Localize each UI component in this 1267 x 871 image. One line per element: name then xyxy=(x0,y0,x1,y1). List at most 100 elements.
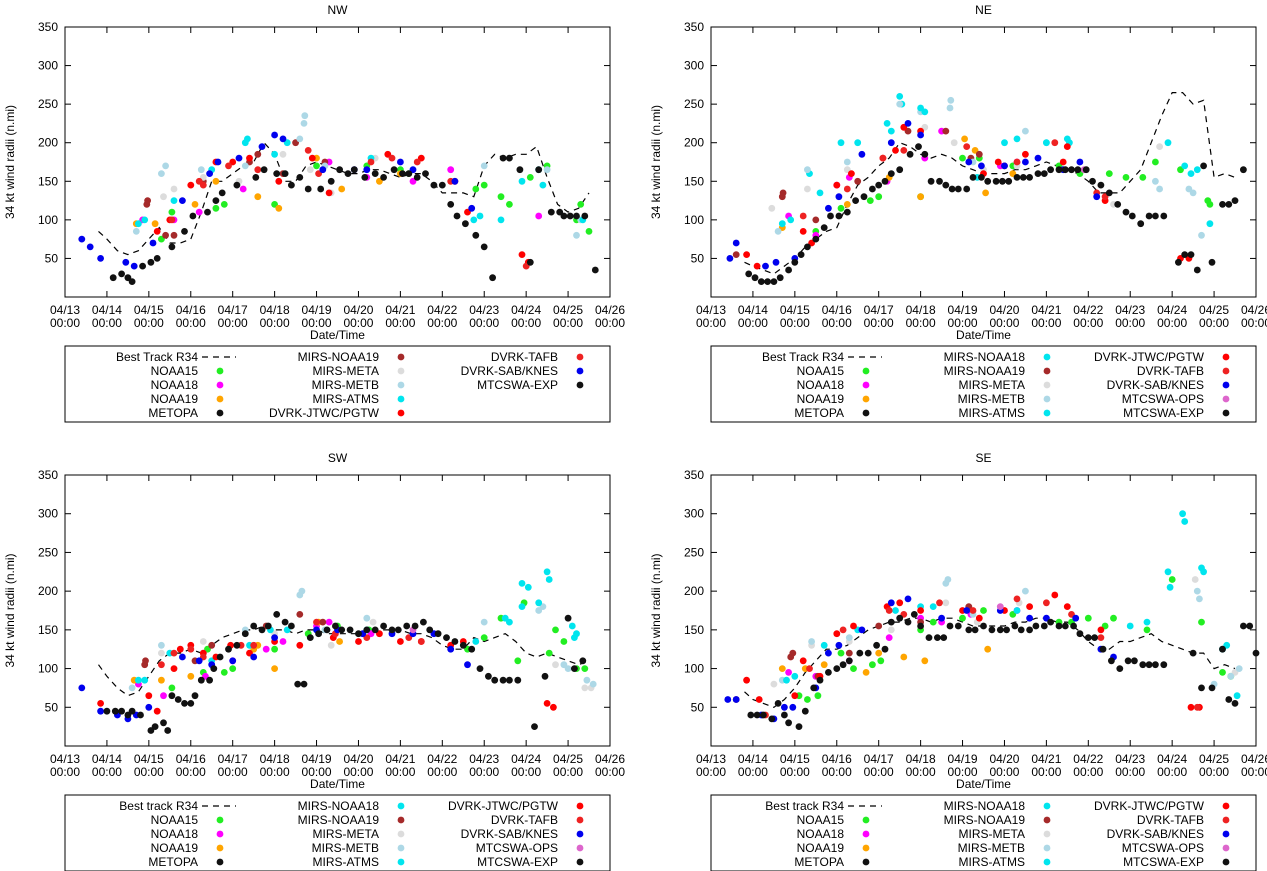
point-dvrk-jtwc-pgtw xyxy=(153,707,161,715)
point-metopa xyxy=(948,185,956,193)
y-tick-label: 50 xyxy=(691,251,705,265)
point-mirs-metb xyxy=(947,96,955,104)
legend-label: NOAA19 xyxy=(797,841,845,855)
point-metopa xyxy=(1084,634,1092,641)
point-metopa xyxy=(1089,177,1096,185)
point-dvrk-jtwc-pgtw xyxy=(550,703,557,711)
legend-label: MIRS-META xyxy=(313,364,379,378)
point-noaa19 xyxy=(275,204,283,212)
point-mirs-metb xyxy=(1198,231,1205,239)
point-noaa15 xyxy=(869,661,876,669)
point-metopa xyxy=(422,170,429,178)
point-dvrk-jtwc-pgtw xyxy=(543,700,551,707)
point-metopa xyxy=(881,177,889,185)
point-noaa18 xyxy=(195,208,203,216)
x-tick-label-time: 00:00 xyxy=(343,765,373,779)
legend-label: NOAA19 xyxy=(151,392,199,406)
point-metopa xyxy=(476,665,484,672)
legend-label: MTCSWA-EXP xyxy=(1123,406,1204,420)
point-dvrk-sab-knes xyxy=(451,177,459,185)
point-metopa xyxy=(833,665,841,672)
point-mirs-metb xyxy=(1193,587,1201,595)
point-metopa xyxy=(852,197,859,205)
point-noaa18 xyxy=(262,645,270,653)
x-tick-label-date: 04/19 xyxy=(948,303,978,317)
point-mirs-metb xyxy=(1227,672,1235,680)
point-mirs-noaa19 xyxy=(812,216,820,224)
x-tick-label-time: 00:00 xyxy=(780,765,810,779)
point-metopa xyxy=(181,700,188,707)
point-metopa xyxy=(151,723,159,730)
point-noaa19 xyxy=(336,638,343,645)
point-noaa15 xyxy=(1206,201,1214,208)
point-metopa xyxy=(1200,162,1207,170)
point-mirs-noaa18 xyxy=(524,583,532,591)
x-tick-label-date: 04/17 xyxy=(218,752,248,766)
point-metopa xyxy=(839,661,847,669)
point-dvrk-sab-knes xyxy=(1022,158,1029,166)
point-metopa xyxy=(438,181,446,189)
point-dvrk-sab-knes xyxy=(938,614,945,622)
chart-title: NW xyxy=(328,3,349,17)
point-metopa xyxy=(906,150,914,158)
point-mirs-atms xyxy=(787,216,795,224)
legend-marker xyxy=(1043,816,1051,824)
x-tick-label-date: 04/20 xyxy=(343,752,373,766)
legend-marker xyxy=(397,381,405,389)
point-mirs-atms xyxy=(470,216,478,224)
point-metopa xyxy=(1131,657,1138,665)
y-tick-label: 250 xyxy=(684,97,704,111)
point-metopa xyxy=(934,634,941,641)
point-dvrk-sab-knes xyxy=(319,166,327,174)
point-mirs-noaa19 xyxy=(319,618,327,626)
point-metopa xyxy=(128,278,136,285)
point-dvrk-jtwc-pgtw xyxy=(275,177,283,185)
point-metopa xyxy=(304,185,312,193)
legend-label: MIRS-META xyxy=(959,378,1025,392)
x-tick-label-date: 04/14 xyxy=(92,303,122,317)
x-tick-label-date: 04/23 xyxy=(1115,752,1145,766)
point-dvrk-jtwc-pgtw xyxy=(1026,603,1033,610)
point-metopa xyxy=(317,185,325,193)
point-mirs-meta xyxy=(306,166,314,174)
legend-label: MIRS-METB xyxy=(958,392,1025,406)
point-mirs-atms xyxy=(568,622,576,630)
legend-label: MIRS-ATMS xyxy=(313,855,379,869)
point-dvrk-tafb xyxy=(367,158,375,166)
best-track-line xyxy=(98,625,590,697)
legend-label: DVRK-SAB/KNES xyxy=(1107,378,1204,392)
point-mirs-metb xyxy=(804,166,811,174)
point-metopa xyxy=(827,212,834,220)
point-metopa xyxy=(1013,174,1021,181)
point-noaa15 xyxy=(497,193,505,201)
point-dvrk-sab-knes xyxy=(86,243,94,251)
point-metopa xyxy=(1019,174,1027,181)
x-tick-label-time: 00:00 xyxy=(1115,316,1145,330)
point-mirs-metb xyxy=(843,158,851,166)
point-metopa xyxy=(1225,696,1233,703)
point-dvrk-tafb xyxy=(1051,139,1059,147)
point-dvrk-jtwc-pgtw xyxy=(892,147,899,154)
legend-label: MIRS-METB xyxy=(958,841,1025,855)
point-mirs-atms xyxy=(135,676,142,684)
point-mirs-atms xyxy=(1164,139,1172,147)
x-tick-label-date: 04/20 xyxy=(989,303,1019,317)
point-metopa xyxy=(1124,657,1132,665)
point-metopa xyxy=(541,672,549,680)
point-mirs-atms xyxy=(892,607,899,614)
point-metopa xyxy=(936,177,943,185)
x-tick-label-time: 00:00 xyxy=(553,316,583,330)
point-noaa15 xyxy=(837,204,845,212)
x-tick-label-time: 00:00 xyxy=(1199,765,1229,779)
point-metopa xyxy=(1040,622,1048,630)
x-tick-label-date: 04/24 xyxy=(511,752,541,766)
x-tick-label-date: 04/17 xyxy=(218,303,248,317)
y-axis-label: 34 kt wind radii (n.mi) xyxy=(649,105,663,219)
point-noaa18 xyxy=(239,185,247,193)
point-noaa18 xyxy=(885,634,893,641)
point-dvrk-sab-knes xyxy=(258,143,266,151)
point-noaa19 xyxy=(982,189,989,197)
point-mirs-atms xyxy=(1166,583,1174,591)
point-metopa xyxy=(346,626,354,634)
x-tick-label-date: 04/15 xyxy=(780,752,810,766)
